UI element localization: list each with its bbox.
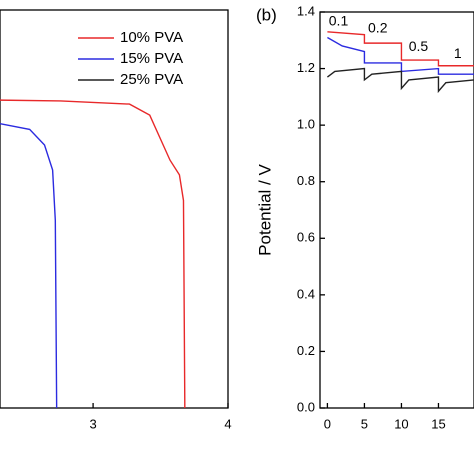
plot-frame	[319, 11, 474, 409]
annotation: 0.2	[368, 20, 388, 36]
data-line	[0, 123, 58, 409]
y-tick-label: 1.2	[297, 60, 315, 75]
plot-frame	[0, 9, 229, 409]
panel-label: (b)	[256, 5, 277, 24]
annotation: 1	[454, 45, 462, 61]
legend-label: 15% PVA	[120, 50, 183, 67]
x-tick-label: 3	[89, 416, 96, 431]
y-tick-label: 0.8	[297, 173, 315, 188]
y-tick-label: 0.6	[297, 230, 315, 245]
data-line	[327, 36, 474, 75]
annotation: 0.5	[409, 38, 429, 54]
legend-label: 10% PVA	[120, 29, 183, 46]
y-tick-label: 0.4	[297, 286, 315, 301]
x-tick-label: 4	[224, 416, 231, 431]
y-tick-label: 0.0	[297, 399, 315, 414]
legend-label: 25% PVA	[120, 71, 183, 88]
data-line	[0, 99, 186, 409]
y-tick-label: 1.4	[297, 3, 315, 18]
x-tick-label: 10	[394, 416, 408, 431]
annotation: 0.1	[329, 13, 349, 29]
x-tick-label: 5	[361, 416, 368, 431]
y-axis-label: Potential / V	[255, 164, 274, 256]
y-tick-label: 1.0	[297, 117, 315, 132]
x-tick-label: 15	[431, 416, 445, 431]
data-line	[327, 31, 474, 67]
x-tick-label: 0	[324, 416, 331, 431]
data-line	[326, 67, 474, 94]
y-tick-label: 0.2	[297, 343, 315, 358]
